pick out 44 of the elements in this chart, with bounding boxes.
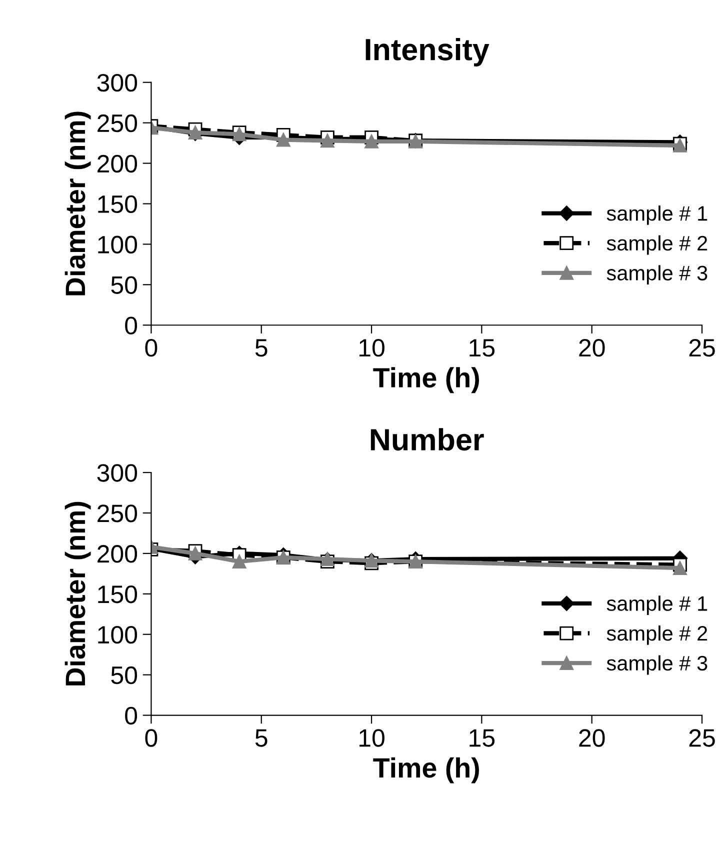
legend-label: sample # 2 [606, 235, 708, 255]
y-tick-label: 150 [98, 585, 138, 604]
y-tick-label: 200 [98, 545, 138, 563]
y-tick-label: 50 [111, 276, 138, 294]
point [320, 134, 334, 148]
y-tick-label: 300 [97, 74, 138, 92]
y-tick-label: 0 [125, 706, 138, 725]
x-tick-label: 25 [689, 338, 715, 357]
chart-title: Number [370, 428, 484, 451]
y-axis-title: Diameter (nm) [64, 112, 91, 296]
x-tick-label: 15 [470, 729, 495, 747]
x-tick-label: 0 [145, 729, 158, 747]
y-tick-label: 250 [98, 504, 138, 522]
chart-title: Intensity [366, 38, 490, 66]
legend-label: sample # 3 [606, 655, 708, 675]
x-tick-label: 10 [360, 729, 384, 747]
x-tick-label: 5 [255, 339, 268, 357]
x-tick-label: 0 [145, 338, 158, 357]
y-tick-label: 300 [97, 464, 138, 482]
legend-label: sample # 1 [606, 596, 708, 616]
x-axis-title: Time (h) [373, 757, 479, 784]
point [232, 554, 246, 568]
point [364, 134, 378, 148]
point [188, 546, 202, 560]
x-tick-label: 25 [689, 729, 715, 747]
x-axis-title: Time (h) [373, 367, 479, 394]
x-tick-label: 20 [579, 729, 605, 747]
x-tick-label: 20 [579, 338, 605, 357]
point [276, 132, 290, 147]
y-tick-label: 50 [111, 666, 138, 684]
y-tick-label: 0 [125, 316, 138, 334]
legend-label: sample # 3 [606, 265, 708, 285]
y-tick-label: 100 [98, 626, 138, 644]
x-tick-label: 15 [470, 339, 495, 357]
x-tick-label: 10 [360, 338, 384, 357]
y-tick-label: 250 [98, 114, 138, 132]
x-tick-label: 5 [255, 729, 268, 747]
legend-label: sample # 2 [606, 625, 708, 645]
y-axis-title: Diameter (nm) [64, 502, 91, 686]
point [673, 561, 687, 575]
y-tick-label: 100 [98, 236, 138, 254]
legend-label: sample # 1 [606, 205, 708, 225]
y-tick-label: 150 [98, 195, 138, 214]
y-tick-label: 200 [98, 154, 138, 173]
